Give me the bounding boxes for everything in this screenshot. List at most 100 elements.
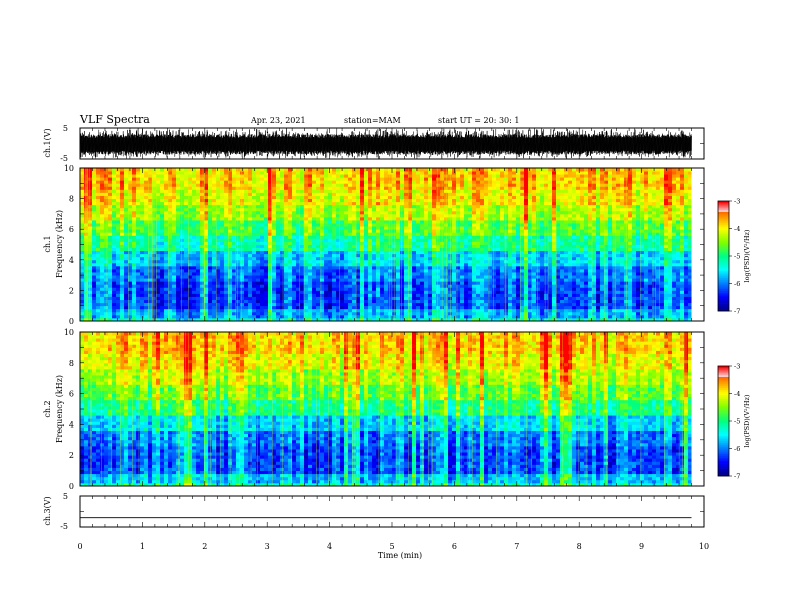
- spectrogram-cell: [108, 293, 113, 297]
- spectrogram-cell: [108, 253, 113, 258]
- spectrogram-cell: [608, 265, 613, 270]
- spectrogram-cell: [280, 275, 285, 279]
- spectrogram-cell: [208, 293, 213, 297]
- spectrogram-cell: [472, 299, 477, 304]
- spectrogram-cell: [584, 272, 589, 276]
- spectrogram-cell: [324, 265, 329, 270]
- spectrogram-cell: [584, 259, 589, 264]
- spectrogram-cell: [312, 275, 317, 279]
- spectrogram-cell: [412, 290, 417, 294]
- spectrogram-cell: [544, 314, 549, 319]
- spectrogram-cell: [156, 241, 161, 245]
- spectrogram-cell: [636, 287, 641, 291]
- spectrogram-cell: [512, 311, 517, 316]
- spectrogram-cell: [288, 232, 293, 236]
- spectrogram-cell: [232, 244, 237, 248]
- spectrogram-cell: [296, 308, 301, 313]
- spectrogram-cell: [244, 226, 249, 230]
- spectrogram-cell: [168, 311, 173, 316]
- spectrogram-cell: [400, 272, 405, 276]
- spectrogram-cell: [476, 308, 481, 313]
- spectrogram-cell: [388, 226, 393, 230]
- spectrogram-cell: [600, 314, 605, 319]
- spectrogram-cell: [156, 305, 161, 310]
- spectrogram-cell: [532, 232, 537, 236]
- spectrogram-cell: [600, 299, 605, 304]
- spectrogram-cell: [452, 226, 457, 230]
- spectrogram-cell: [604, 281, 609, 285]
- spectrogram-cell: [328, 314, 333, 319]
- spectrogram-cell: [392, 247, 397, 252]
- spectrogram-cell: [392, 265, 397, 270]
- spectrogram-cell: [468, 262, 473, 267]
- spectrogram-cell: [300, 268, 305, 273]
- spectrogram-cell: [284, 259, 289, 264]
- spectrogram-cell: [428, 241, 433, 245]
- spectrogram-cell: [548, 290, 553, 294]
- spectrogram-cell: [584, 302, 589, 307]
- spectrogram-cell: [580, 284, 585, 288]
- spectrogram-cell: [208, 305, 213, 310]
- spectrogram-cell: [328, 317, 333, 321]
- spectrogram-cell: [472, 250, 477, 255]
- spectrogram-cell: [200, 235, 205, 239]
- spectrogram-cell: [484, 250, 489, 255]
- spectrogram-cell: [104, 250, 109, 255]
- spectrogram-cell: [136, 232, 141, 236]
- spectrogram-cell: [512, 229, 517, 233]
- spectrogram-cell: [460, 290, 465, 294]
- spectrogram-cell: [484, 296, 489, 300]
- spectrogram-cell: [332, 278, 337, 282]
- spectrogram-cell: [484, 302, 489, 307]
- spectrogram-cell: [560, 229, 565, 233]
- spectrogram-cell: [172, 308, 177, 313]
- spectrogram-cell: [640, 250, 645, 255]
- spectrogram-cell: [284, 247, 289, 252]
- spectrogram-cell: [88, 317, 93, 321]
- spectrogram-cell: [520, 265, 525, 270]
- spectrogram-cell: [560, 226, 565, 230]
- spectrogram-cell: [596, 299, 601, 304]
- spectrogram-cell: [132, 299, 137, 304]
- spectrogram-cell: [412, 314, 417, 319]
- spectrogram-cell: [476, 250, 481, 255]
- spectrogram-cell: [684, 293, 689, 297]
- spectrogram-cell: [220, 296, 225, 300]
- spectrogram-cell: [340, 287, 345, 291]
- spectrogram-cell: [332, 305, 337, 310]
- spectrogram-cell: [360, 278, 365, 282]
- spectrogram-cell: [268, 247, 273, 252]
- spectrogram-cell: [308, 232, 313, 236]
- spectrogram-cell: [524, 247, 529, 252]
- spectrogram-cell: [684, 241, 689, 245]
- spectrogram-cell: [644, 268, 649, 273]
- spectrogram-cell: [348, 244, 353, 248]
- spectrogram-cell: [532, 296, 537, 300]
- spectrogram-cell: [492, 305, 497, 310]
- spectrogram-cell: [108, 281, 113, 285]
- spectrogram-cell: [476, 281, 481, 285]
- spectrogram-cell: [408, 281, 413, 285]
- spectrogram-cell: [236, 247, 241, 252]
- spectrogram-cell: [524, 253, 529, 258]
- spectrogram-cell: [120, 299, 125, 304]
- spectrogram-cell: [136, 281, 141, 285]
- spectrogram-cell: [368, 302, 373, 307]
- spectrogram-cell: [456, 299, 461, 304]
- spectrogram-cell: [688, 241, 693, 245]
- spectrogram-cell: [184, 299, 189, 304]
- spectrogram-cell: [100, 268, 105, 273]
- spectrogram-cell: [308, 226, 313, 230]
- spectrogram-cell: [128, 232, 133, 236]
- spectrogram-cell: [212, 275, 217, 279]
- spectrogram-cell: [628, 226, 633, 230]
- spectrogram-cell: [544, 290, 549, 294]
- spectrogram-cell: [484, 281, 489, 285]
- spectrogram-cell: [232, 278, 237, 282]
- spectrogram-cell: [376, 302, 381, 307]
- spectrogram-cell: [284, 253, 289, 258]
- spectrogram-cell: [640, 244, 645, 248]
- spectrogram-cell: [684, 247, 689, 252]
- spectrogram-cell: [672, 247, 677, 252]
- spectrogram-cell: [640, 308, 645, 313]
